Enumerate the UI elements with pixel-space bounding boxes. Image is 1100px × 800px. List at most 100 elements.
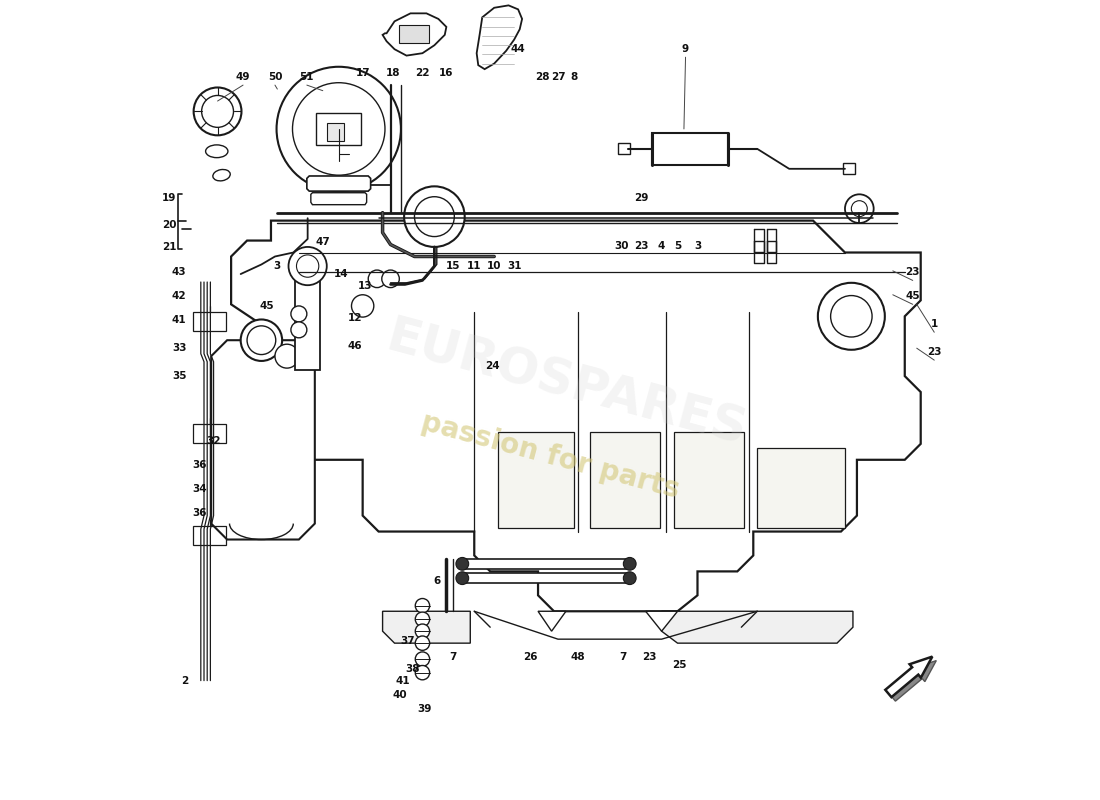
Text: 39: 39	[417, 704, 431, 714]
Polygon shape	[211, 340, 315, 539]
Polygon shape	[661, 611, 852, 643]
Bar	[462, 558, 629, 569]
Text: 7: 7	[619, 652, 627, 662]
Polygon shape	[383, 611, 471, 643]
Circle shape	[290, 306, 307, 322]
Text: 49: 49	[235, 72, 251, 82]
Text: 22: 22	[415, 68, 430, 78]
Text: 5: 5	[674, 241, 681, 251]
Polygon shape	[476, 6, 522, 69]
Text: 6: 6	[433, 576, 440, 586]
Circle shape	[241, 319, 282, 361]
Text: 2: 2	[182, 676, 188, 686]
Bar	[295, 270, 320, 370]
Text: 18: 18	[386, 68, 400, 78]
Text: 19: 19	[162, 194, 176, 203]
Circle shape	[416, 624, 430, 638]
Text: 43: 43	[172, 267, 187, 278]
Text: 7: 7	[449, 652, 456, 662]
Text: 31: 31	[507, 261, 521, 271]
Bar	[317, 113, 361, 145]
Circle shape	[293, 82, 385, 175]
Circle shape	[290, 322, 307, 338]
Text: 27: 27	[551, 72, 565, 82]
Bar	[192, 312, 227, 331]
Circle shape	[194, 87, 242, 135]
Polygon shape	[311, 193, 366, 205]
Text: 1: 1	[931, 319, 938, 330]
Circle shape	[851, 201, 867, 217]
Text: 21: 21	[162, 242, 176, 252]
Bar	[652, 133, 728, 165]
Bar	[844, 163, 856, 174]
Bar	[673, 432, 744, 527]
Bar	[192, 526, 227, 545]
Circle shape	[248, 326, 276, 354]
Circle shape	[455, 558, 469, 570]
Circle shape	[201, 95, 233, 127]
Text: 34: 34	[191, 484, 207, 494]
Circle shape	[382, 270, 399, 287]
Text: 25: 25	[672, 660, 686, 670]
Text: 13: 13	[358, 281, 372, 291]
Text: 10: 10	[487, 261, 502, 271]
Text: 30: 30	[615, 241, 629, 251]
Bar	[618, 143, 629, 154]
Text: 47: 47	[316, 237, 330, 247]
Circle shape	[416, 612, 430, 626]
Text: 3: 3	[694, 241, 701, 251]
Text: 41: 41	[172, 315, 187, 326]
FancyArrow shape	[889, 661, 936, 701]
Text: 46: 46	[348, 341, 362, 350]
Bar	[327, 123, 344, 141]
Text: 14: 14	[333, 269, 349, 279]
Text: 16: 16	[439, 68, 453, 78]
Text: 23: 23	[642, 652, 657, 662]
Circle shape	[455, 572, 469, 585]
Bar	[398, 26, 429, 43]
Text: 3: 3	[274, 261, 280, 271]
Ellipse shape	[206, 145, 228, 158]
Text: 28: 28	[535, 72, 549, 82]
Bar	[462, 573, 629, 583]
Circle shape	[368, 270, 386, 287]
Text: 35: 35	[172, 371, 187, 381]
Text: 26: 26	[522, 652, 537, 662]
Text: passion for parts: passion for parts	[418, 408, 682, 504]
Circle shape	[352, 294, 374, 317]
Bar	[757, 448, 845, 527]
Text: 37: 37	[400, 636, 416, 646]
Text: 42: 42	[172, 291, 187, 302]
Circle shape	[416, 652, 430, 666]
Polygon shape	[307, 176, 371, 191]
Text: 41: 41	[395, 677, 410, 686]
Circle shape	[624, 558, 636, 570]
Text: 48: 48	[571, 652, 585, 662]
Text: 51: 51	[299, 72, 315, 82]
Polygon shape	[538, 611, 565, 631]
Text: 24: 24	[485, 361, 499, 370]
Text: 23: 23	[905, 267, 920, 278]
Circle shape	[624, 572, 636, 585]
Text: 11: 11	[468, 261, 482, 271]
Circle shape	[830, 295, 872, 337]
Circle shape	[818, 283, 884, 350]
Circle shape	[288, 247, 327, 285]
Text: 8: 8	[570, 72, 578, 82]
Ellipse shape	[213, 170, 230, 181]
Bar	[590, 432, 660, 527]
Circle shape	[416, 666, 430, 680]
Polygon shape	[231, 221, 921, 611]
Text: 4: 4	[658, 241, 666, 251]
Circle shape	[275, 344, 299, 368]
Text: 23: 23	[927, 347, 942, 357]
Circle shape	[404, 186, 464, 247]
Text: 32: 32	[207, 437, 221, 446]
Text: 9: 9	[682, 44, 689, 54]
Text: 45: 45	[905, 291, 920, 302]
Text: 12: 12	[348, 313, 362, 323]
Circle shape	[276, 66, 400, 191]
Polygon shape	[383, 14, 447, 56]
Text: 40: 40	[393, 690, 407, 700]
Circle shape	[416, 598, 430, 613]
